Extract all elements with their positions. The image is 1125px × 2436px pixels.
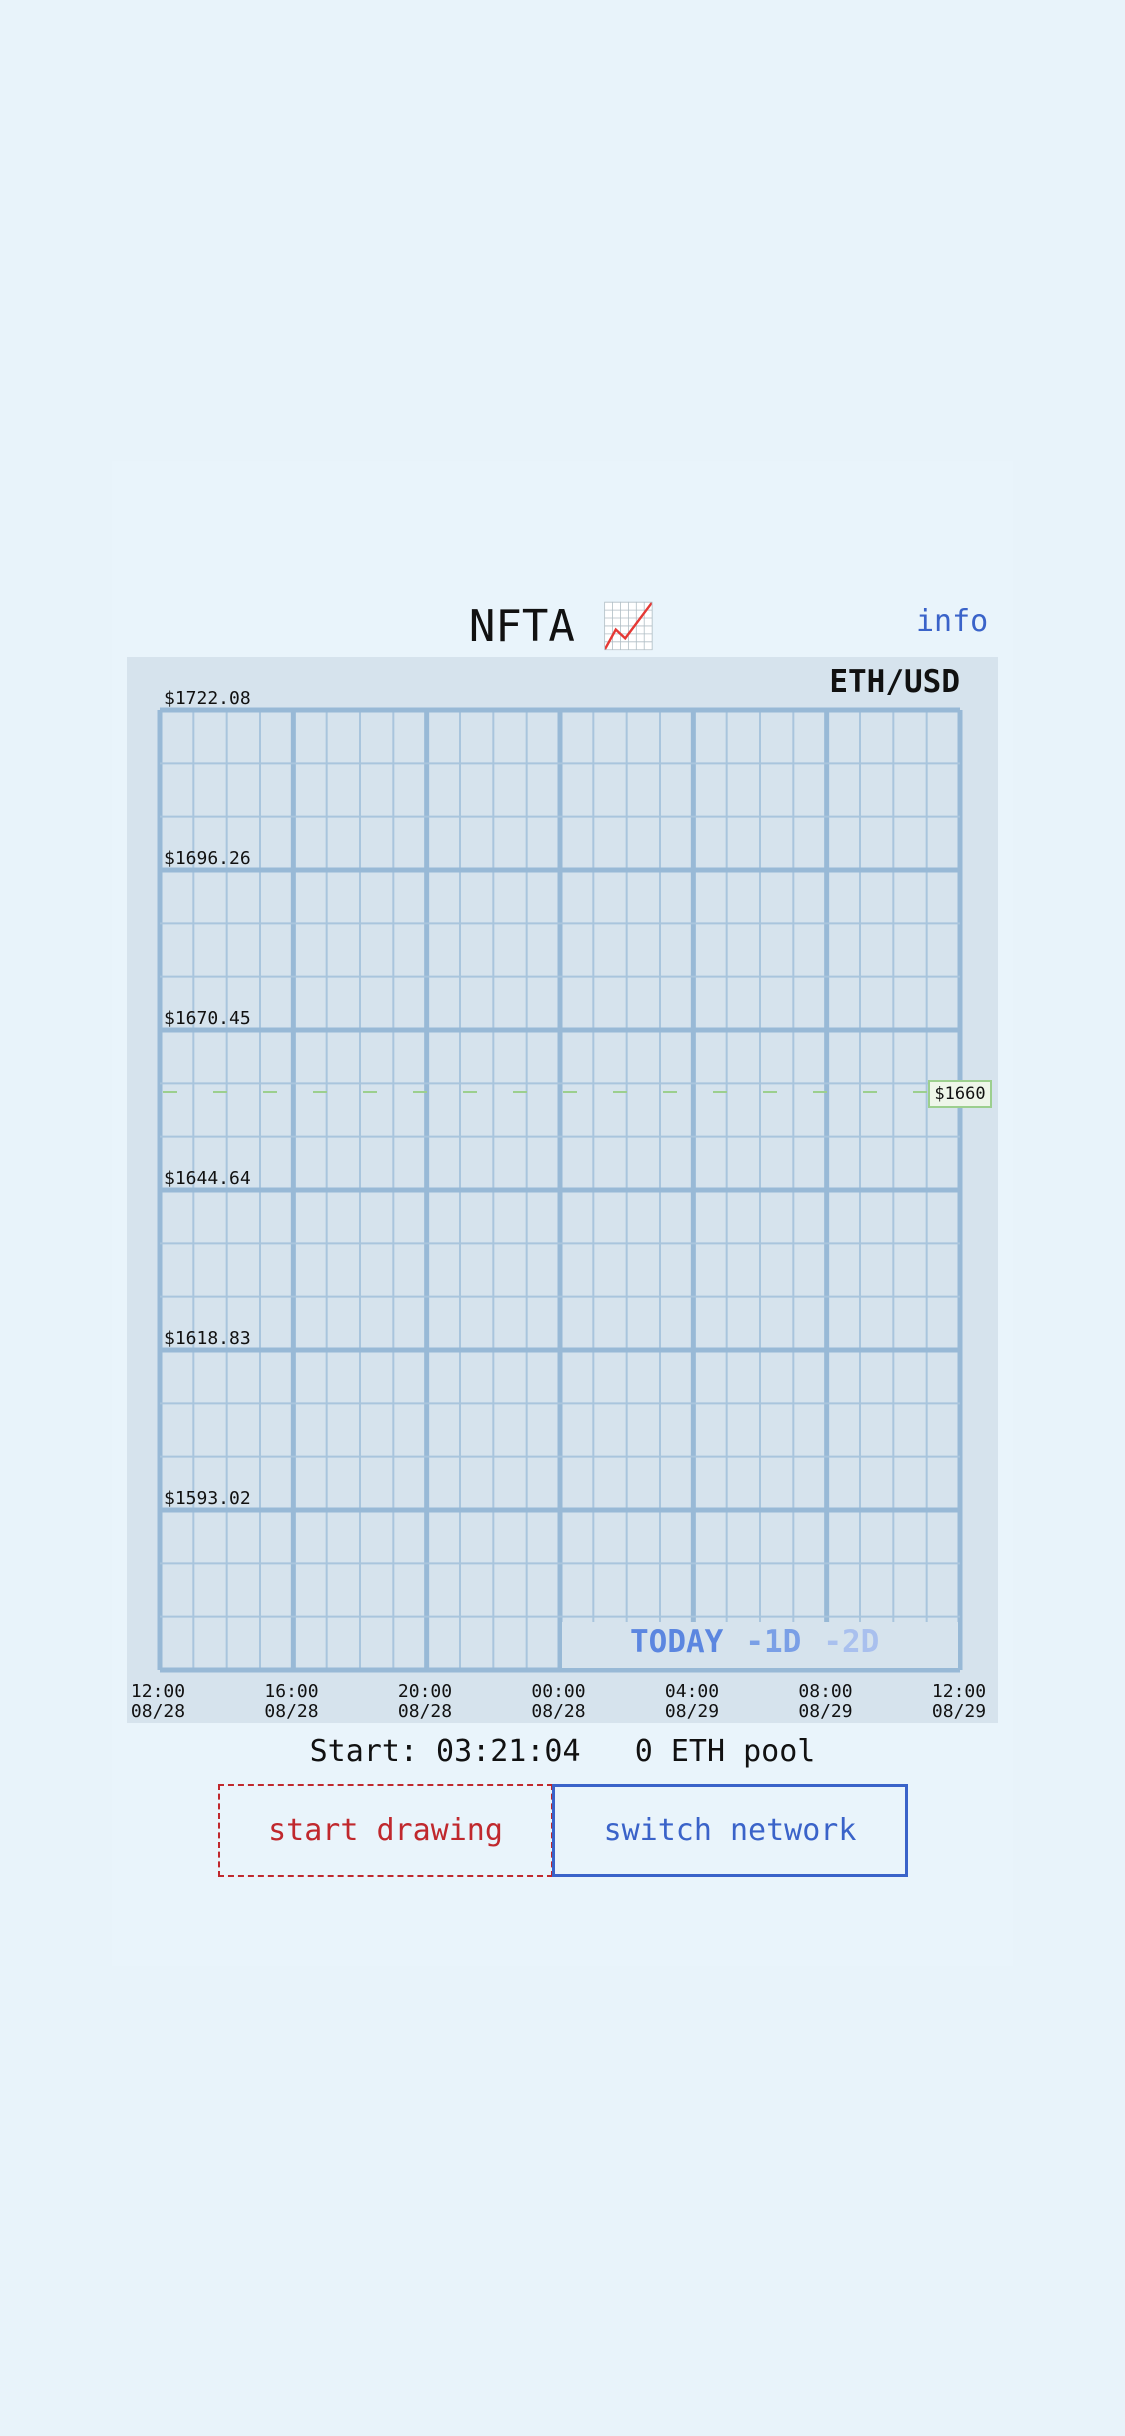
time-label: 12:00 08/29 (919, 1682, 999, 1722)
date: 08/29 (798, 1701, 853, 1722)
time: 12:00 (931, 1681, 987, 1702)
time: 08:00 (798, 1681, 853, 1702)
price-label: $1670.45 (164, 1008, 251, 1029)
app-title: NFTA 📈 (468, 601, 657, 652)
time: 16:00 (264, 1681, 319, 1702)
price-label: $1593.02 (164, 1488, 251, 1509)
time: 20:00 (397, 1681, 453, 1702)
date: 08/28 (397, 1701, 453, 1722)
date: 08/28 (531, 1701, 586, 1722)
price-label: $1618.83 (164, 1328, 251, 1349)
price-label: $1644.64 (164, 1168, 251, 1189)
time: 12:00 (130, 1681, 186, 1702)
time-label: 04:00 08/29 (652, 1682, 732, 1722)
range-option[interactable]: -1D (745, 1624, 802, 1660)
time-label: 00:00 08/28 (519, 1682, 599, 1722)
range-option[interactable]: TODAY (630, 1624, 724, 1660)
time: 04:00 (664, 1681, 720, 1702)
date: 08/29 (931, 1701, 987, 1722)
pool: 0 ETH pool (634, 1734, 816, 1769)
start-drawing-button[interactable]: start drawing (218, 1784, 553, 1877)
range-selector: TODAY -1D -2D (630, 1624, 901, 1660)
price-label: $1696.26 (164, 848, 251, 869)
time-label: 12:00 08/28 (118, 1682, 198, 1722)
time-label: 08:00 08/29 (786, 1682, 866, 1722)
reference-price: $1660 (928, 1080, 992, 1108)
date: 08/29 (664, 1701, 720, 1722)
info-link[interactable]: info (916, 604, 989, 639)
start-time: Start: 03:21:04 (309, 1734, 581, 1769)
price-label: $1722.08 (164, 688, 251, 709)
date: 08/28 (130, 1701, 186, 1722)
pair-label: ETH/USD (829, 664, 960, 700)
time-label: 20:00 08/28 (385, 1682, 465, 1722)
status-line: Start: 03:21:04 0 ETH pool (0, 1734, 1125, 1769)
time-label: 16:00 08/28 (252, 1682, 332, 1722)
range-option[interactable]: -2D (823, 1624, 880, 1660)
date: 08/28 (264, 1701, 319, 1722)
time: 00:00 (531, 1681, 586, 1702)
range-backdrop (562, 1622, 958, 1668)
switch-network-button[interactable]: switch network (552, 1784, 908, 1877)
